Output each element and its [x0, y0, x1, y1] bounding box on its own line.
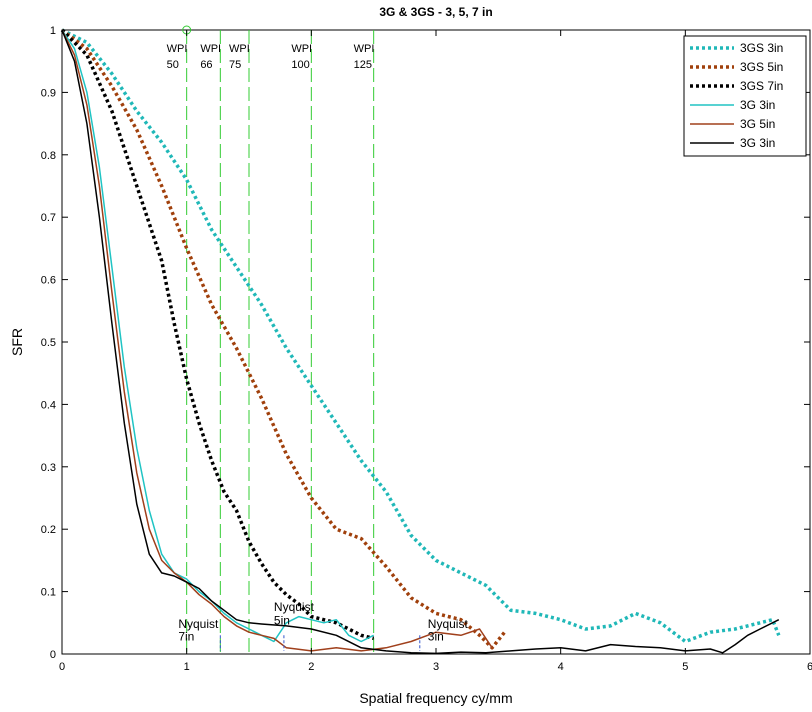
y-tick-label: 0.4: [41, 399, 56, 411]
legend: 3GS 3in 3GS 5in 3GS 7in 3G 3in 3G 5in 3G 3in: [683, 35, 807, 157]
wpi-value-label: 50: [167, 59, 179, 71]
legend-label: 3G 5in: [740, 117, 775, 131]
y-tick-label: 0.3: [41, 462, 56, 474]
legend-label: 3GS 5in: [740, 60, 783, 74]
wpi-label: WPI: [229, 43, 250, 55]
y-axis-label: SFR: [9, 328, 25, 356]
y-tick-label: 0.2: [41, 524, 56, 536]
x-tick-label: 0: [59, 661, 65, 673]
series-line-4: [61, 29, 375, 643]
y-tick-label: 0.5: [41, 337, 56, 349]
wpi-label: WPI: [200, 43, 221, 55]
y-tick-label: 1: [50, 25, 56, 37]
legend-label: 3GS 7in: [740, 79, 783, 93]
wpi-value-label: 66: [200, 59, 212, 71]
x-tick-label: 3: [433, 661, 439, 673]
wpi-label: WPI: [354, 43, 375, 55]
x-tick-label: 6: [807, 661, 812, 673]
x-tick-label: 5: [682, 661, 688, 673]
nyquist-value-label: 3in: [428, 630, 444, 644]
series-layer: [60, 28, 781, 655]
x-axis-label: Spatial frequency cy/mm: [359, 690, 512, 706]
wpi-value-label: 100: [291, 59, 309, 71]
y-tick-label: 0.7: [41, 212, 56, 224]
chart-title: 3G & 3GS - 3, 5, 7 in: [379, 5, 492, 19]
wpi-label: WPI: [167, 43, 188, 55]
legend-label: 3GS 3in: [740, 41, 783, 55]
series-line-1: [61, 28, 781, 644]
series-line-5: [61, 29, 493, 652]
y-tick-label: 0.8: [41, 150, 56, 162]
wpi-value-label: 75: [229, 59, 241, 71]
nyquist-label: Nyquist: [428, 617, 469, 631]
legend-box: [683, 35, 807, 157]
nyquist-value-label: 7in: [178, 630, 194, 644]
axis-layer: 0 1 2 3 4 5 6 0 0.1 0.2 0.3 0.4 0.5 0.6 0.7 0.8 0.9 1: [41, 25, 812, 673]
wpi-line-layer: [186, 30, 375, 654]
x-tick-label: 2: [308, 661, 314, 673]
nyquist-value-label: 5in: [274, 613, 290, 627]
legend-label: 3G 3in: [740, 136, 775, 150]
x-tick-label: 4: [558, 661, 564, 673]
wpi-label: WPI: [291, 43, 312, 55]
y-tick-label: 0.6: [41, 275, 56, 287]
y-tick-label: 0.1: [41, 587, 56, 599]
x-tick-label: 1: [184, 661, 190, 673]
legend-label: 3G 3in: [740, 98, 775, 112]
y-tick-label: 0: [50, 649, 56, 661]
annotation-layer: WPI50WPI66WPI75WPI100WPI125Nyquist7inNyq…: [167, 25, 469, 651]
wpi-value-label: 125: [354, 59, 372, 71]
nyquist-label: Nyquist: [274, 600, 315, 614]
y-tick-label: 0.9: [41, 87, 56, 99]
nyquist-label: Nyquist: [178, 617, 219, 631]
series-line-6: [61, 29, 780, 655]
